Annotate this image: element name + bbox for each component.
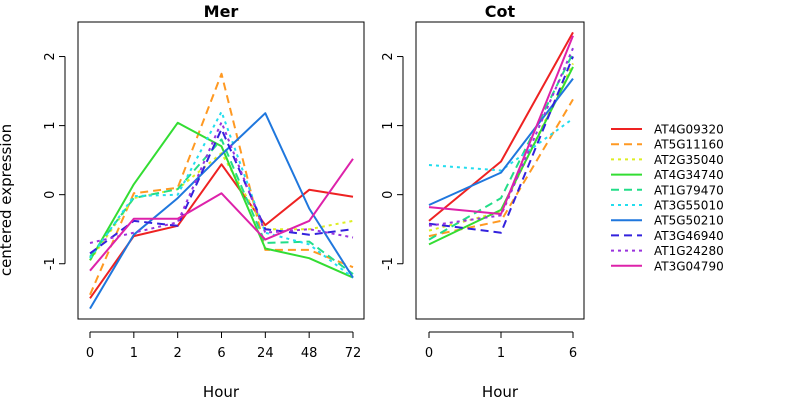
cot-series-at1g24280 [428, 47, 574, 227]
mer-y-tick-label: -1 [43, 257, 58, 270]
mer-series-at4g09320 [89, 163, 354, 299]
legend-label-at3g04790: AT3G04790 [654, 259, 724, 273]
mer-x-tick-label: 0 [86, 346, 94, 361]
mer-series-at5g50210 [89, 112, 354, 310]
mer-y-tick-label: 1 [43, 121, 58, 129]
mer-series-at3g46940 [89, 128, 354, 255]
cot-x-tick-label: 6 [569, 346, 577, 361]
mer-series-at1g24280 [89, 121, 354, 244]
mer-series-at1g79470 [89, 138, 354, 275]
panel-cot-frame [415, 21, 585, 320]
mer-x-tick-label: 24 [257, 346, 274, 361]
legend-label-at3g46940: AT3G46940 [654, 229, 724, 243]
panel-cot-axes: -1 0 1 2 0 1 6 [381, 52, 577, 361]
legend-label-at5g50210: AT5G50210 [654, 214, 724, 228]
panel-mer: Mer Hour -1 0 1 2 0 1 2 6 24 48 72 [43, 2, 365, 400]
legend-label-at1g79470: AT1G79470 [654, 183, 724, 197]
mer-series-at2g35040 [89, 152, 354, 261]
cot-series-at5g50210 [428, 77, 574, 206]
mer-series-at4g34740 [89, 121, 354, 279]
mer-y-tick-label: 0 [43, 191, 58, 199]
mer-y-tick-label: 2 [43, 52, 58, 60]
cot-x-tick-label: 0 [425, 346, 433, 361]
cot-y-tick-label: 0 [381, 191, 396, 199]
cot-y-tick-label: 1 [381, 121, 396, 129]
cot-y-tick-label: 2 [381, 52, 396, 60]
mer-series-at3g04790 [89, 158, 354, 272]
cot-y-tick-label: -1 [381, 257, 396, 270]
legend-label-at2g35040: AT2G35040 [654, 153, 724, 167]
cot-series-at3g55010 [428, 117, 574, 172]
panel-mer-frame [77, 21, 365, 320]
cot-series-at3g46940 [428, 56, 574, 234]
cot-series-at4g34740 [428, 66, 574, 246]
legend-label-at3g55010: AT3G55010 [654, 199, 724, 213]
cot-series-at1g79470 [428, 52, 574, 241]
mer-x-tick-label: 1 [130, 346, 138, 361]
cot-x-tick-label: 1 [497, 346, 505, 361]
mer-x-tick-label: 48 [301, 346, 318, 361]
legend-label-at4g09320: AT4G09320 [654, 123, 724, 137]
mer-x-tick-label: 6 [217, 346, 225, 361]
panel-mer-title: Mer [204, 2, 239, 21]
mer-series-at3g55010 [89, 110, 354, 279]
panel-cot-title: Cot [485, 2, 516, 21]
legend: AT4G09320AT5G11160AT2G35040AT4G34740AT1G… [611, 123, 724, 273]
panel-mer-xlabel: Hour [203, 383, 240, 400]
mer-series-at5g11160 [89, 72, 354, 296]
legend-label-at4g34740: AT4G34740 [654, 168, 724, 182]
cot-series-at3g04790 [428, 35, 574, 215]
panel-cot-xlabel: Hour [482, 383, 519, 400]
panel-mer-series [89, 72, 354, 310]
cot-series-at4g09320 [428, 31, 574, 222]
y-axis-label: centered expression [0, 124, 15, 276]
mer-x-tick-label: 2 [174, 346, 182, 361]
panel-cot-series [428, 31, 574, 246]
legend-label-at5g11160: AT5G11160 [654, 138, 724, 152]
legend-label-at1g24280: AT1G24280 [654, 244, 724, 258]
panel-mer-axes: -1 0 1 2 0 1 2 6 24 48 72 [43, 52, 361, 361]
mer-x-tick-label: 72 [345, 346, 362, 361]
panel-cot: Cot Hour -1 0 1 2 0 1 6 [381, 2, 585, 400]
